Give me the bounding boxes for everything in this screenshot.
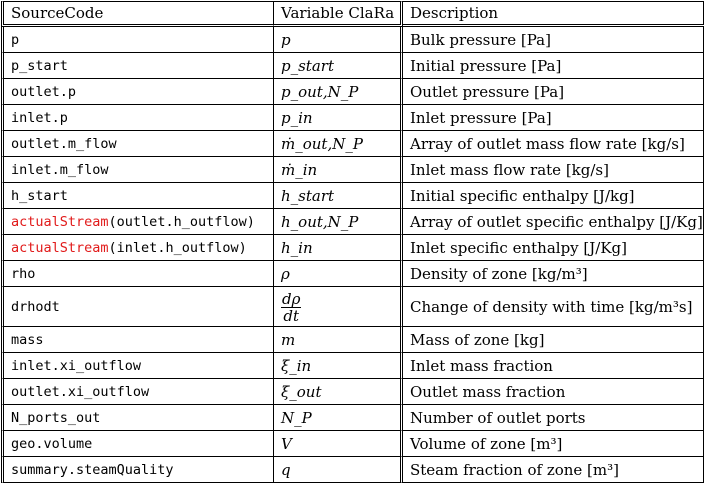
description-cell: Initial pressure [Pa]: [403, 53, 704, 79]
description-cell: Array of outlet specific enthalpy [J/Kg]: [403, 209, 704, 235]
source-code-cell: outlet.p: [1, 79, 274, 105]
source-code-cell: geo.volume: [1, 431, 274, 457]
description-cell: Mass of zone [kg]: [403, 327, 704, 353]
source-code-cell: drhodt: [1, 287, 274, 327]
variable-cell: m: [274, 327, 403, 353]
source-code-cell: mass: [1, 327, 274, 353]
description-cell: Inlet mass flow rate [kg/s]: [403, 157, 704, 183]
description-cell: Change of density with time [kg/m³s]: [403, 287, 704, 327]
table-row: h_start h_start Initial specific enthalp…: [1, 183, 704, 209]
description-cell: Outlet mass fraction: [403, 379, 704, 405]
variable-cell: q: [274, 457, 403, 483]
variable-cell: ξ_in: [274, 353, 403, 379]
source-code-cell: inlet.xi_outflow: [1, 353, 274, 379]
table-row: N_ports_out N_P Number of outlet ports: [1, 405, 704, 431]
table-row: inlet.m_flow ṁ_in Inlet mass flow rate […: [1, 157, 704, 183]
function-name: actualStream: [11, 239, 109, 256]
source-code-cell: p_start: [1, 53, 274, 79]
variable-cell: ṁ_in: [274, 157, 403, 183]
table-row: outlet.m_flow ṁ_out,N_P Array of outlet …: [1, 131, 704, 157]
description-cell: Array of outlet mass flow rate [kg/s]: [403, 131, 704, 157]
source-code-cell: summary.steamQuality: [1, 457, 274, 483]
function-argument: (outlet.h_outflow): [108, 213, 255, 230]
fraction-denominator: dt: [283, 306, 300, 325]
variable-cell: ρ: [274, 261, 403, 287]
description-cell: Bulk pressure [Pa]: [403, 27, 704, 53]
source-code-cell: rho: [1, 261, 274, 287]
table-row: summary.steamQuality q Steam fraction of…: [1, 457, 704, 483]
header-variable-clara: Variable ClaRa: [274, 1, 403, 27]
table-row: rho ρ Density of zone [kg/m³]: [1, 261, 704, 287]
function-name: actualStream: [11, 213, 109, 230]
description-cell: Inlet pressure [Pa]: [403, 105, 704, 131]
description-cell: Inlet specific enthalpy [J/Kg]: [403, 235, 704, 261]
table-row: drhodt dρ dt Change of density with time …: [1, 287, 704, 327]
description-cell: Initial specific enthalpy [J/kg]: [403, 183, 704, 209]
table-header-row: SourceCode Variable ClaRa Description: [1, 1, 704, 27]
variable-cell: dρ dt: [274, 287, 403, 327]
table-row: inlet.p p_in Inlet pressure [Pa]: [1, 105, 704, 131]
function-argument: (inlet.h_outflow): [108, 239, 247, 256]
source-code-cell: outlet.xi_outflow: [1, 379, 274, 405]
header-description: Description: [403, 1, 704, 27]
table-row: actualStream(inlet.h_outflow) h_in Inlet…: [1, 235, 704, 261]
variable-cell: ξ_out: [274, 379, 403, 405]
source-code-cell: actualStream(inlet.h_outflow): [1, 235, 274, 261]
source-code-cell: p: [1, 27, 274, 53]
variable-cell: h_start: [274, 183, 403, 209]
variable-cell: V: [274, 431, 403, 457]
fraction: dρ dt: [281, 289, 302, 325]
variable-cell: p_out,N_P: [274, 79, 403, 105]
variable-cell: N_P: [274, 405, 403, 431]
source-code-cell: h_start: [1, 183, 274, 209]
header-source-code: SourceCode: [1, 1, 274, 27]
variable-cell: h_out,N_P: [274, 209, 403, 235]
table-row: outlet.p p_out,N_P Outlet pressure [Pa]: [1, 79, 704, 105]
source-code-cell: inlet.p: [1, 105, 274, 131]
table-row: p p Bulk pressure [Pa]: [1, 27, 704, 53]
source-code-cell: actualStream(outlet.h_outflow): [1, 209, 274, 235]
table-row: geo.volume V Volume of zone [m³]: [1, 431, 704, 457]
source-code-cell: outlet.m_flow: [1, 131, 274, 157]
variable-cell: p: [274, 27, 403, 53]
description-cell: Density of zone [kg/m³]: [403, 261, 704, 287]
variable-cell: p_in: [274, 105, 403, 131]
description-cell: Inlet mass fraction: [403, 353, 704, 379]
description-cell: Volume of zone [m³]: [403, 431, 704, 457]
description-cell: Number of outlet ports: [403, 405, 704, 431]
table-row: p_start p_start Initial pressure [Pa]: [1, 53, 704, 79]
variable-cell: h_in: [274, 235, 403, 261]
source-code-cell: N_ports_out: [1, 405, 274, 431]
table-row: inlet.xi_outflow ξ_in Inlet mass fractio…: [1, 353, 704, 379]
table-row: mass m Mass of zone [kg]: [1, 327, 704, 353]
source-code-cell: inlet.m_flow: [1, 157, 274, 183]
table-row: outlet.xi_outflow ξ_out Outlet mass frac…: [1, 379, 704, 405]
variable-cell: p_start: [274, 53, 403, 79]
table-row: actualStream(outlet.h_outflow) h_out,N_P…: [1, 209, 704, 235]
description-cell: Outlet pressure [Pa]: [403, 79, 704, 105]
fraction-numerator: dρ: [281, 289, 302, 308]
variable-cell: ṁ_out,N_P: [274, 131, 403, 157]
description-cell: Steam fraction of zone [m³]: [403, 457, 704, 483]
